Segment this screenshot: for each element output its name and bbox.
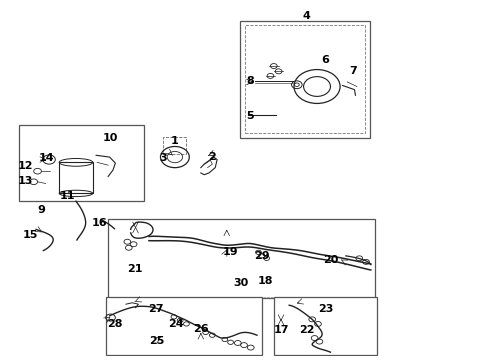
Text: 26: 26 (193, 324, 209, 334)
Text: 1: 1 (171, 136, 178, 146)
Text: 7: 7 (349, 66, 357, 76)
Text: 17: 17 (273, 325, 289, 335)
Text: 28: 28 (107, 319, 122, 329)
Text: 16: 16 (91, 218, 107, 228)
Text: 22: 22 (299, 325, 314, 335)
Text: 4: 4 (302, 11, 310, 21)
Text: 8: 8 (246, 76, 254, 86)
Text: 29: 29 (254, 251, 270, 261)
Text: 19: 19 (223, 247, 239, 257)
Text: 10: 10 (103, 133, 118, 143)
Bar (240, 21, 370, 138)
Text: 12: 12 (17, 161, 33, 171)
Text: 20: 20 (323, 256, 338, 265)
Text: 6: 6 (322, 55, 330, 65)
Text: 24: 24 (168, 319, 184, 329)
Text: 27: 27 (148, 304, 164, 314)
Bar (163, 136, 186, 154)
Text: 9: 9 (37, 205, 45, 215)
Text: 2: 2 (208, 152, 216, 162)
Text: 30: 30 (234, 278, 249, 288)
Text: 15: 15 (23, 230, 39, 240)
Text: 23: 23 (318, 304, 333, 314)
Text: 5: 5 (246, 112, 254, 121)
Text: 14: 14 (38, 153, 54, 163)
Bar (59, 162, 93, 193)
Bar (245, 25, 365, 134)
Text: 11: 11 (60, 191, 75, 201)
Bar (274, 297, 377, 355)
Bar (108, 219, 375, 298)
Text: 18: 18 (258, 275, 273, 285)
Text: 21: 21 (127, 264, 142, 274)
Text: 13: 13 (17, 176, 33, 186)
Bar (106, 297, 262, 355)
Text: 3: 3 (160, 153, 167, 163)
Text: 25: 25 (149, 336, 164, 346)
Bar (19, 125, 144, 201)
